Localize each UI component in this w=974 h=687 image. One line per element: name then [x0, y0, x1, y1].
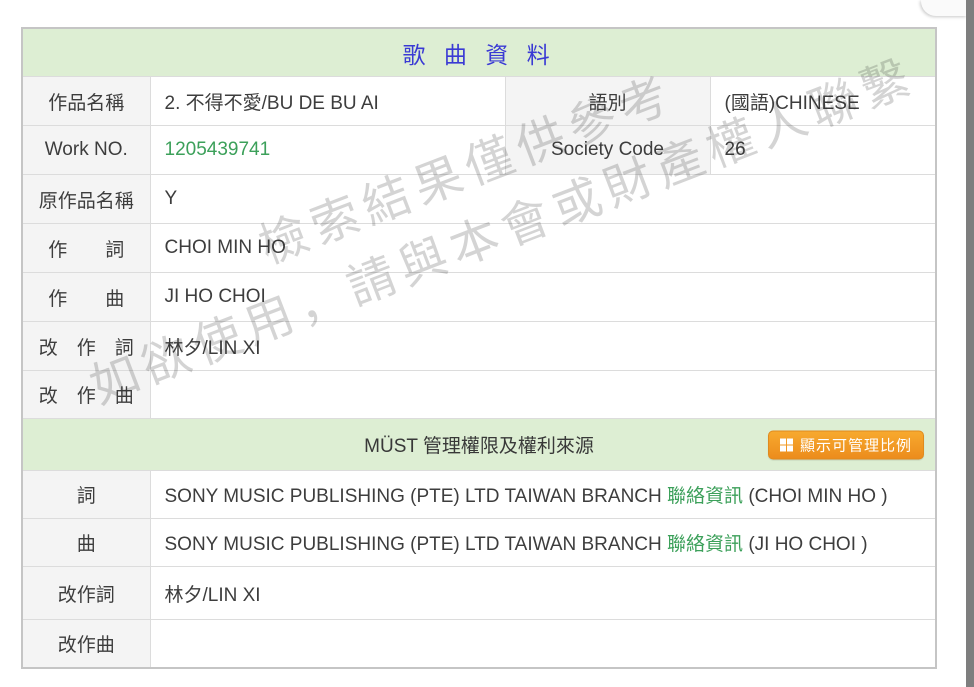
- work-no-value: 1205439741: [149, 125, 506, 175]
- table-row: 原作品名稱 Y: [21, 174, 937, 224]
- table-row: 改作曲: [21, 619, 937, 669]
- work-name-label: 作品名稱: [21, 76, 151, 126]
- society-code-label: Society Code: [504, 125, 711, 175]
- table-row: 改 作 曲: [21, 370, 937, 419]
- society-code-value: 26: [709, 125, 937, 175]
- table-row: 作 曲 JI HO CHOI: [21, 272, 937, 322]
- language-label: 語別: [504, 76, 711, 126]
- composer-label: 作 曲: [21, 272, 151, 322]
- adapted-lyricist-value: 林夕/LIN XI: [149, 321, 937, 371]
- rights-title: MÜST 管理權限及權利來源: [364, 436, 594, 457]
- music-holder: (JI HO CHOI ): [748, 534, 868, 555]
- original-name-label: 原作品名稱: [21, 174, 151, 224]
- rights-adapted-lyrics-label: 改作詞: [21, 566, 151, 620]
- adapted-lyricist-label: 改 作 詞: [21, 321, 151, 371]
- table-row: 作 詞 CHOI MIN HO: [21, 223, 937, 273]
- table-row: 改作詞 林夕/LIN XI: [21, 566, 937, 620]
- lyricist-label: 作 詞: [21, 223, 151, 273]
- rights-adapted-music-label: 改作曲: [21, 619, 151, 669]
- rights-lyrics-label: 詞: [21, 470, 151, 519]
- work-no-label: Work NO.: [21, 125, 151, 175]
- show-manageable-ratio-label: 顯示可管理比例: [800, 437, 913, 454]
- rights-lyrics-value: SONY MUSIC PUBLISHING (PTE) LTD TAIWAN B…: [149, 470, 937, 519]
- show-manageable-ratio-button[interactable]: 顯示可管理比例: [768, 430, 925, 459]
- lyrics-holder: (CHOI MIN HO ): [748, 486, 888, 507]
- lyricist-value: CHOI MIN HO: [149, 223, 937, 273]
- table-row: Work NO. 1205439741 Society Code 26: [21, 125, 937, 175]
- composer-value: JI HO CHOI: [149, 272, 937, 322]
- work-no-link[interactable]: 1205439741: [164, 139, 271, 160]
- rights-music-label: 曲: [21, 518, 151, 567]
- rights-music-value: SONY MUSIC PUBLISHING (PTE) LTD TAIWAN B…: [149, 518, 937, 567]
- language-value: (國語)CHINESE: [709, 76, 937, 126]
- adapted-composer-label: 改 作 曲: [21, 370, 151, 419]
- lyrics-publisher: SONY MUSIC PUBLISHING (PTE) LTD TAIWAN B…: [164, 486, 662, 507]
- page-corner: [921, 0, 967, 16]
- vertical-scrollbar[interactable]: [966, 0, 974, 687]
- table-row: 詞 SONY MUSIC PUBLISHING (PTE) LTD TAIWAN…: [21, 470, 937, 519]
- rights-adapted-lyrics-value: 林夕/LIN XI: [149, 566, 937, 620]
- rights-adapted-music-value: [149, 619, 937, 669]
- rights-header-cell: MÜST 管理權限及權利來源 顯示可管理比例: [21, 418, 937, 471]
- work-name-value: 2. 不得不愛/BU DE BU AI: [149, 76, 506, 126]
- grid-icon: [780, 438, 794, 451]
- table-row: 改 作 詞 林夕/LIN XI: [21, 321, 937, 371]
- table-row: 作品名稱 2. 不得不愛/BU DE BU AI 語別 (國語)CHINESE: [21, 76, 937, 126]
- song-info-header-cell: 歌 曲 資 料: [21, 27, 937, 77]
- original-name-value: Y: [149, 174, 937, 224]
- music-contact-link[interactable]: 聯絡資訊: [667, 534, 744, 555]
- song-info-title: 歌 曲 資 料: [402, 41, 556, 68]
- lyrics-contact-link[interactable]: 聯絡資訊: [667, 486, 744, 507]
- table-row: 曲 SONY MUSIC PUBLISHING (PTE) LTD TAIWAN…: [21, 518, 937, 567]
- music-publisher: SONY MUSIC PUBLISHING (PTE) LTD TAIWAN B…: [164, 534, 662, 555]
- rights-header-row: MÜST 管理權限及權利來源 顯示可管理比例: [21, 418, 937, 471]
- adapted-composer-value: [149, 370, 937, 419]
- song-info-table: 歌 曲 資 料 作品名稱 2. 不得不愛/BU DE BU AI 語別 (國語)…: [21, 27, 938, 669]
- song-info-header-row: 歌 曲 資 料: [21, 27, 937, 77]
